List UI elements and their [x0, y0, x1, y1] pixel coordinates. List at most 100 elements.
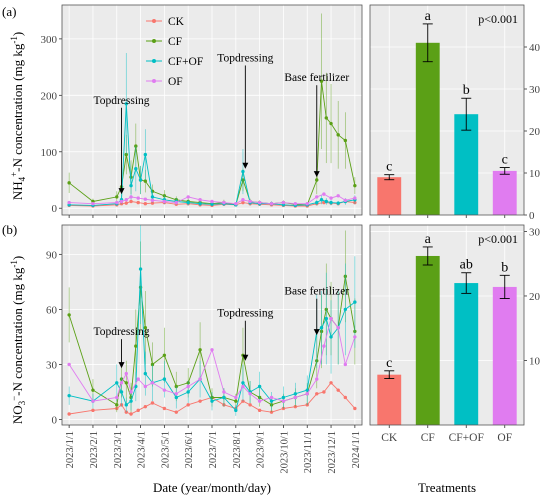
data-point: [305, 388, 309, 392]
data-point: [143, 384, 148, 389]
y-tick-label: 100: [41, 147, 58, 159]
y-tick-label: 10: [529, 355, 541, 367]
data-point: [162, 388, 167, 392]
data-point: [293, 395, 298, 400]
data-point: [234, 399, 238, 403]
data-point: [241, 169, 245, 174]
data-point: [319, 198, 324, 202]
data-point: [162, 377, 167, 381]
y-title-no3-sup: −: [9, 396, 19, 401]
data-point: [315, 195, 319, 199]
data-point: [329, 335, 333, 339]
y-tick-label: 40: [529, 42, 541, 54]
data-point: [336, 388, 340, 392]
y-title-nh4-post: -N concentration (mg kg: [10, 43, 25, 172]
annotation-label: Base fertilizer: [284, 72, 349, 84]
x-tick-label: 2023/11/1: [303, 431, 314, 473]
annotation-arrow-head: [118, 188, 125, 195]
y-tick-label: 60: [46, 304, 58, 316]
bar-CF: [415, 42, 440, 215]
data-point: [124, 371, 128, 376]
y-title-no3-post: -N concentration (mg kg: [10, 267, 25, 396]
data-point: [305, 392, 309, 396]
data-point: [67, 393, 71, 398]
data-point: [198, 198, 202, 202]
data-point: [343, 138, 348, 143]
data-point: [336, 201, 340, 205]
annotation-label: Topdressing: [93, 95, 149, 107]
data-point: [324, 199, 328, 204]
data-point: [222, 390, 226, 394]
p-value-label: p<0.001: [478, 232, 518, 246]
x-tick-label: CK: [381, 432, 398, 444]
legend: CK CF CF+OF OF: [146, 16, 203, 88]
bar-CF: [415, 255, 440, 425]
legend-label: CK: [168, 16, 185, 28]
annotation-arrow-head: [313, 171, 320, 178]
y-tick-label: 300: [41, 34, 58, 46]
data-point: [353, 300, 357, 304]
data-point: [91, 202, 95, 206]
data-point: [198, 399, 202, 403]
y-tick-label: 30: [46, 359, 58, 371]
data-point: [91, 408, 95, 413]
data-point: [67, 412, 71, 416]
data-point: [281, 395, 286, 400]
data-point: [124, 198, 128, 202]
y-tick-label: 0: [52, 414, 58, 426]
data-point: [336, 194, 340, 198]
data-point: [143, 152, 148, 157]
data-point: [136, 408, 140, 413]
data-point: [353, 196, 357, 200]
data-point: [124, 381, 128, 385]
data-point: [319, 326, 324, 330]
data-point: [198, 377, 202, 381]
data-point: [315, 178, 319, 182]
data-point: [186, 200, 190, 205]
plot-border: [369, 4, 525, 216]
data-point: [186, 384, 190, 389]
x-tick-label: 2023/7/1: [208, 431, 219, 468]
legend-key-point: [152, 39, 156, 43]
y-title-nh4-pre: NH: [10, 181, 25, 200]
data-point: [353, 183, 357, 188]
data-point: [293, 392, 298, 396]
data-point: [67, 200, 71, 205]
x-tick-label: 2023/1/1: [65, 431, 76, 468]
data-point: [136, 196, 140, 200]
data-point: [134, 167, 138, 171]
bar-OF: [492, 286, 517, 425]
data-point: [134, 344, 138, 348]
data-point: [257, 200, 262, 205]
legend-label: CF+OF: [168, 56, 203, 68]
data-point: [222, 395, 226, 400]
data-point: [129, 390, 133, 394]
data-point: [319, 79, 324, 83]
data-point: [329, 316, 333, 321]
data-point: [315, 200, 319, 205]
y-axis-title-no3: NO3−-N concentration (mg kg-1): [9, 256, 27, 424]
significance-letter: c: [386, 160, 392, 175]
data-point: [198, 202, 202, 206]
data-point: [322, 344, 326, 348]
data-point: [336, 326, 340, 330]
data-point: [269, 395, 274, 400]
y-tick-label: 20: [529, 291, 541, 303]
data-point: [150, 201, 155, 205]
data-point: [136, 200, 140, 205]
panel-label-a: (a): [2, 4, 16, 19]
annotation-arrow-head: [313, 329, 320, 336]
data-point: [322, 192, 326, 196]
data-point: [324, 316, 328, 321]
data-point: [329, 381, 333, 385]
data-point: [91, 399, 95, 403]
data-point: [174, 392, 178, 396]
data-point: [222, 200, 226, 205]
x-tick-label: 2023/12/1: [327, 431, 338, 474]
y-tick-label: 30: [529, 84, 541, 96]
y-title-no3-end: ): [10, 256, 25, 260]
legend-key-point: [152, 79, 156, 83]
panel-label-b: (b): [2, 222, 17, 237]
data-point: [343, 307, 348, 312]
data-point: [248, 199, 252, 204]
